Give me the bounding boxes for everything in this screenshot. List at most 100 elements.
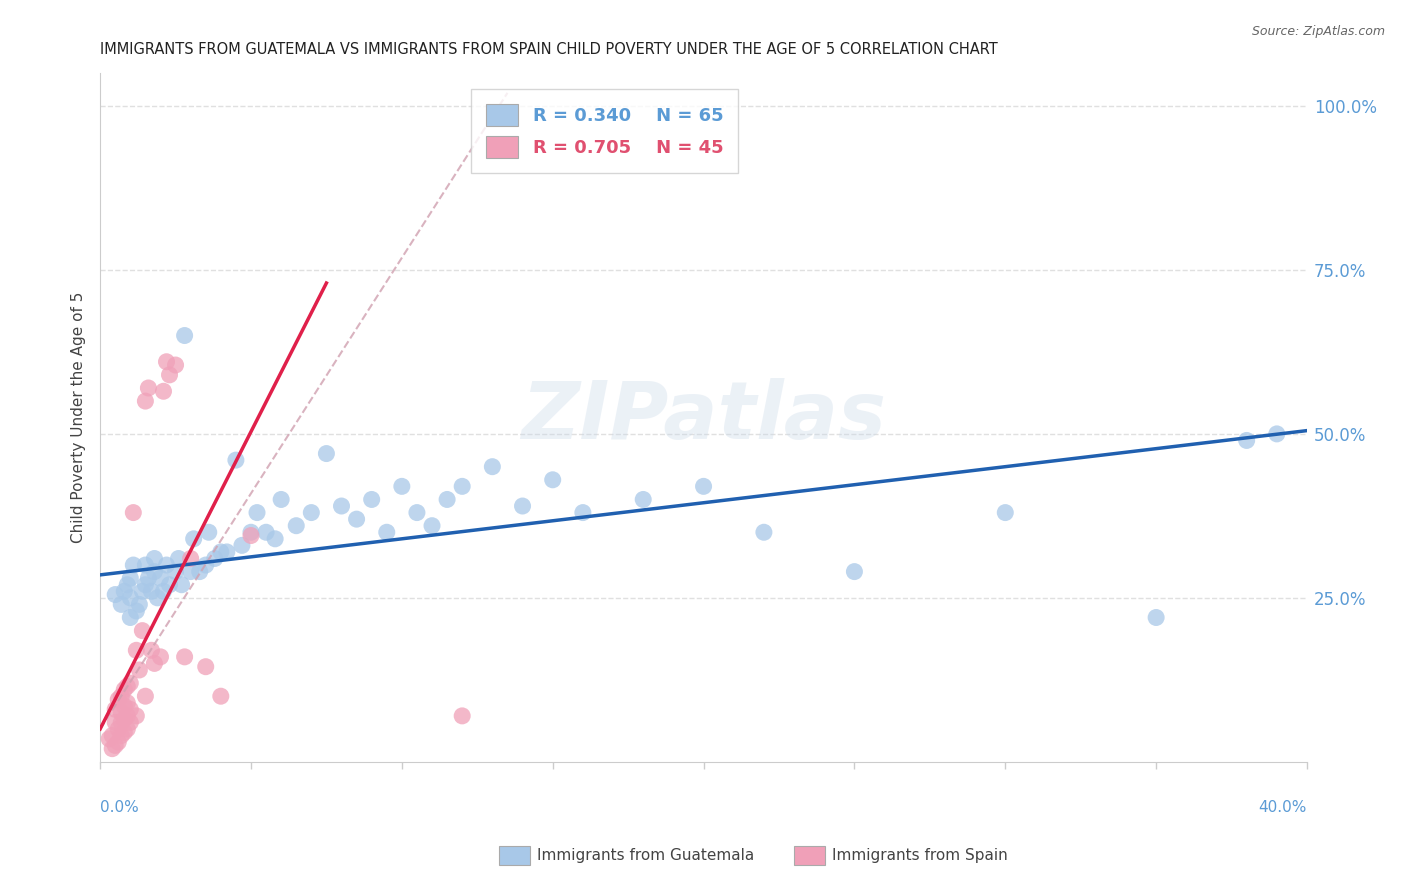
Point [143,565,166,579]
Point [101,729,124,743]
Point [165,358,187,372]
Point [436,492,458,507]
Point [149,571,172,585]
Point [264,532,287,546]
Point [141,584,163,599]
Point [149,649,172,664]
Point [173,649,195,664]
Point [451,479,474,493]
Point [1236,434,1258,448]
Y-axis label: Child Poverty Under the Age of 5: Child Poverty Under the Age of 5 [72,292,86,543]
Point [692,479,714,493]
Point [107,722,129,736]
Point [240,525,263,540]
Point [120,715,142,730]
Point [128,663,150,677]
Point [167,551,190,566]
Point [134,558,156,572]
Point [120,591,142,605]
Point [194,659,217,673]
Point [112,699,135,714]
Point [481,459,503,474]
Point [112,682,135,697]
Text: 40.0%: 40.0% [1258,799,1308,814]
Text: IMMIGRANTS FROM GUATEMALA VS IMMIGRANTS FROM SPAIN CHILD POVERTY UNDER THE AGE O: IMMIGRANTS FROM GUATEMALA VS IMMIGRANTS … [100,42,998,57]
Point [104,702,127,716]
Point [120,571,142,585]
Point [143,551,166,566]
Point [346,512,368,526]
Point [391,479,413,493]
Point [541,473,564,487]
Point [188,565,211,579]
Point [225,453,247,467]
Point [512,499,534,513]
Point [572,506,595,520]
Point [104,739,127,753]
Point [406,506,429,520]
Point [128,598,150,612]
Point [117,709,139,723]
Point [155,355,177,369]
Point [122,506,145,520]
Point [120,676,142,690]
Point [254,525,277,540]
Text: 0.0%: 0.0% [100,799,139,814]
Point [180,551,202,566]
Point [117,679,139,693]
Point [120,702,142,716]
Point [183,532,205,546]
Point [631,492,654,507]
Point [98,731,121,746]
Point [110,598,132,612]
Text: Immigrants from Guatemala: Immigrants from Guatemala [537,848,755,863]
Point [122,558,145,572]
Point [134,689,156,703]
Point [209,689,232,703]
Point [180,565,202,579]
Point [159,578,181,592]
Point [194,558,217,572]
Point [360,492,382,507]
Legend: R = 0.340    N = 65, R = 0.705    N = 45: R = 0.340 N = 65, R = 0.705 N = 45 [471,89,738,173]
Point [159,368,181,382]
Point [138,381,160,395]
Point [143,657,166,671]
Point [110,715,132,730]
Point [120,610,142,624]
Point [994,506,1017,520]
Point [1144,610,1167,624]
Point [134,578,156,592]
Text: Source: ZipAtlas.com: Source: ZipAtlas.com [1251,25,1385,38]
Point [117,696,139,710]
Point [107,735,129,749]
Point [844,565,866,579]
Point [173,328,195,343]
Point [104,588,127,602]
Point [131,584,153,599]
Point [125,643,148,657]
Point [131,624,153,638]
Point [215,545,238,559]
Point [299,506,322,520]
Point [141,643,163,657]
Point [451,709,474,723]
Point [170,578,193,592]
Point [112,712,135,726]
Point [420,518,443,533]
Point [110,689,132,703]
Point [134,394,156,409]
Point [112,584,135,599]
Point [155,558,177,572]
Point [152,584,174,599]
Point [752,525,775,540]
Point [285,518,308,533]
Point [104,715,127,730]
Point [101,741,124,756]
Point [209,545,232,559]
Point [1265,426,1288,441]
Point [112,725,135,739]
Text: ZIPatlas: ZIPatlas [522,378,886,457]
Point [231,538,253,552]
Point [152,384,174,399]
